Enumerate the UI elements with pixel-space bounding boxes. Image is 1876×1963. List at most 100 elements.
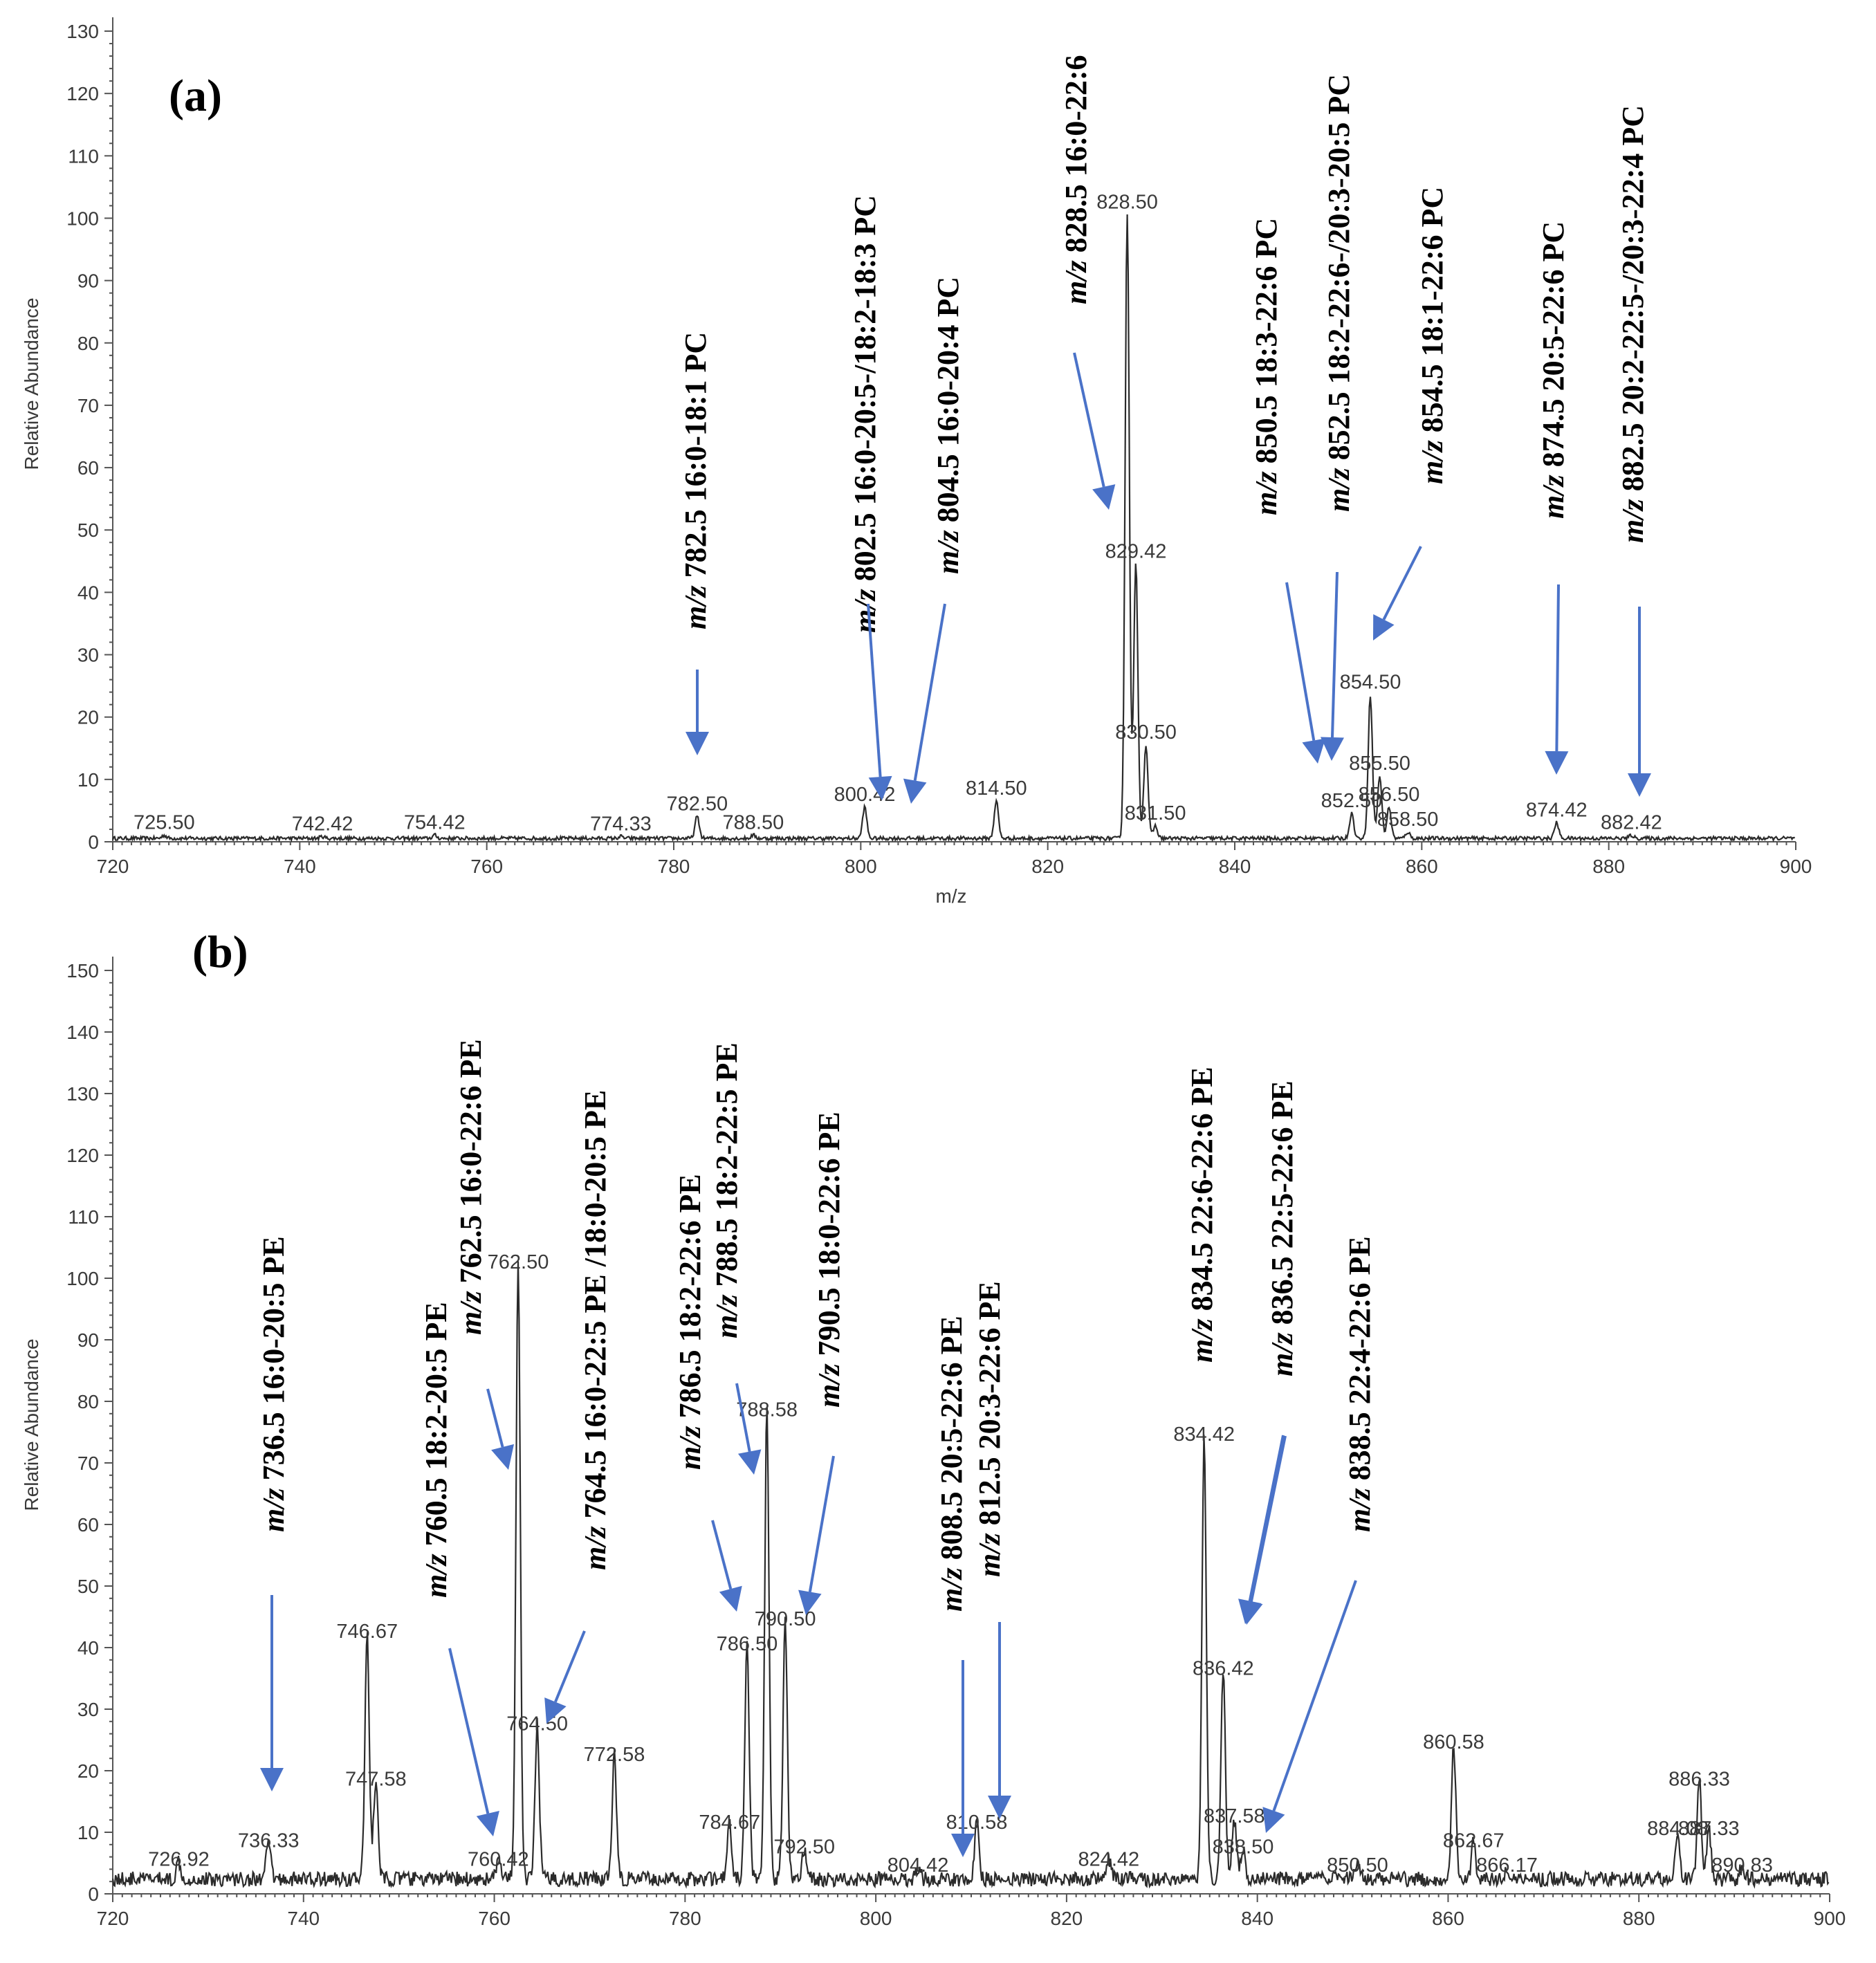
annotation-mz-label: m/z — [1343, 1488, 1377, 1532]
peak-label: 746.67 — [336, 1621, 398, 1643]
x-tick-label: 800 — [845, 856, 877, 877]
y-tick-label: 100 — [66, 208, 99, 229]
annotation-space — [1536, 467, 1570, 474]
y-tick-label: 70 — [77, 395, 99, 416]
y-tick-label: 0 — [88, 1883, 99, 1905]
annotation-arrow-head — [737, 1449, 762, 1475]
y-tick-label: 110 — [68, 1206, 99, 1228]
peak-label: 838.50 — [1213, 1836, 1274, 1859]
annotation-mz-label: m/z — [973, 1533, 1006, 1577]
peak-label: 804.42 — [888, 1854, 949, 1877]
peak-label: 866.17 — [1476, 1854, 1538, 1877]
y-tick-label: 50 — [77, 519, 99, 541]
peak-annotation: m/z 854.5 18:1-22:6 PC — [1415, 187, 1449, 484]
annotation-arrow-head — [260, 1768, 284, 1791]
annotation-text: 760.5 18:2-20:5 PE — [419, 1302, 453, 1546]
x-tick-label: 840 — [1219, 856, 1251, 877]
y-tick-label: 140 — [66, 1022, 99, 1043]
peak-label: 884.08 — [1647, 1818, 1709, 1840]
x-tick-label: 720 — [97, 1908, 129, 1929]
x-tick-label: 820 — [1051, 1908, 1083, 1929]
x-tick-label: 760 — [478, 1908, 511, 1929]
peak-annotation: m/z 874.5 20:5-22:6 PC — [1536, 221, 1570, 519]
annotation-arrow-head — [686, 732, 709, 755]
annotation-space — [578, 1518, 612, 1526]
peak-label: 852.50 — [1321, 790, 1383, 812]
peak-label: 754.42 — [404, 811, 466, 833]
annotation-arrow-shaft — [486, 1388, 504, 1448]
annotation-arrow-shaft — [1272, 1580, 1357, 1812]
peak-label: 856.50 — [1359, 784, 1420, 806]
annotation-text: 782.5 16:0-18:1 PC — [679, 332, 712, 578]
annotation-mz-label: m/z — [419, 1554, 453, 1598]
peak-annotation: m/z 834.5 22:6-22:6 PE — [1185, 1067, 1219, 1363]
y-axis-title: Relative Abundance — [21, 1338, 42, 1511]
x-tick-label: 840 — [1241, 1908, 1273, 1929]
annotation-text: 852.5 18:2-22:6-/20:3-20:5 PC — [1322, 74, 1356, 460]
peak-label: 855.50 — [1349, 753, 1410, 775]
peak-label: 736.33 — [238, 1830, 300, 1852]
annotation-arrow-shaft — [913, 603, 946, 781]
annotation-arrow-shaft — [808, 1455, 835, 1592]
y-tick-label: 110 — [68, 145, 99, 167]
annotation-arrow-head — [798, 1589, 822, 1615]
annotation-arrow-head — [1240, 1599, 1263, 1625]
y-tick-label: 130 — [66, 21, 99, 42]
peak-annotation: m/z 882.5 20:2-22:5-/20:3-22:4 PC — [1616, 105, 1650, 543]
annotation-text: 804.5 16:0-20:4 PC — [931, 277, 965, 523]
annotation-space — [1415, 432, 1449, 440]
annotation-mz-label: m/z — [257, 1488, 291, 1532]
panel-a-spectrum: 720 740 760 780 800 820 840 860 880 900 0 10 20 30 40 5… — [21, 17, 1812, 907]
annotation-mz-label: m/z — [812, 1363, 846, 1408]
x-tick-label: 760 — [470, 856, 503, 877]
annotation-text: 882.5 20:2-22:5-/20:3-22:4 PC — [1616, 105, 1650, 491]
peak-annotation: m/z 802.5 16:0-20:5-/18:2-18:3 PC — [848, 195, 882, 633]
x-axis-title: m/z — [935, 885, 966, 907]
annotation-arrow-shaft — [867, 603, 882, 777]
peak-annotation: m/z 836.5 22:5-22:6 PE — [1265, 1080, 1299, 1376]
x-tick-label: 820 — [1031, 856, 1064, 877]
annotation-text: 790.5 18:0-22:6 PE — [812, 1112, 846, 1356]
annotation-arrow-head — [476, 1811, 499, 1836]
x-tick-label: 880 — [1592, 856, 1625, 877]
x-tick-label: 900 — [1814, 1908, 1846, 1929]
annotation-space — [848, 581, 882, 589]
annotation-mz-label: m/z — [1249, 471, 1283, 515]
peak-label: 792.50 — [773, 1836, 835, 1859]
y-tick-label: 130 — [66, 1083, 99, 1105]
peak-label: 834.42 — [1173, 1423, 1235, 1446]
annotation-arrow-shaft — [1285, 582, 1316, 741]
panel-label: (a) — [169, 71, 222, 121]
annotation-arrow-head — [903, 778, 927, 804]
y-tick-label: 30 — [77, 645, 99, 666]
peak-label: 772.58 — [584, 1744, 645, 1766]
peak-annotation: m/z 812.5 20:3-22:6 PE — [973, 1281, 1006, 1577]
peak-annotation: m/z 764.5 16:0-22:5 PE /18:0-20:5 PE — [578, 1090, 612, 1570]
peak-label: 726.92 — [148, 1848, 210, 1870]
annotation-text: 736.5 16:0-20:5 PE — [257, 1236, 291, 1480]
y-tick-label: 10 — [77, 769, 99, 791]
peak-label: 786.50 — [717, 1633, 778, 1655]
peak-label: 760.42 — [468, 1848, 529, 1870]
y-tick-label: 90 — [77, 270, 99, 292]
annotation-space — [973, 1525, 1006, 1533]
y-tick-label: 20 — [77, 707, 99, 728]
annotation-arrow-head — [719, 1585, 742, 1612]
peak-annotation: m/z 782.5 16:0-18:1 PC — [679, 332, 712, 629]
peak-label: 810.58 — [946, 1812, 1008, 1834]
x-tick-label: 860 — [1432, 1908, 1464, 1929]
annotation-text: 764.5 16:0-22:5 PE /18:0-20:5 PE — [578, 1090, 612, 1519]
annotation-arrow-head — [1262, 1807, 1285, 1833]
annotation-space — [1265, 1325, 1299, 1332]
panel-label: (b) — [192, 927, 248, 977]
y-tick-label: 30 — [77, 1699, 99, 1720]
annotation-mz-label: m/z — [931, 530, 965, 574]
annotation-mz-label: m/z — [673, 1426, 707, 1470]
panel-b-spectrum: 720 740 760 780 800 820 840 860 880 900 0 10 20 30 40 5… — [21, 927, 1846, 1929]
peak-label: 862.67 — [1443, 1830, 1505, 1852]
annotation-space — [1343, 1480, 1377, 1488]
annotation-arrow-shaft — [448, 1648, 490, 1814]
peak-label: 882.42 — [1601, 811, 1662, 833]
annotation-arrow-shaft — [1249, 1435, 1287, 1603]
